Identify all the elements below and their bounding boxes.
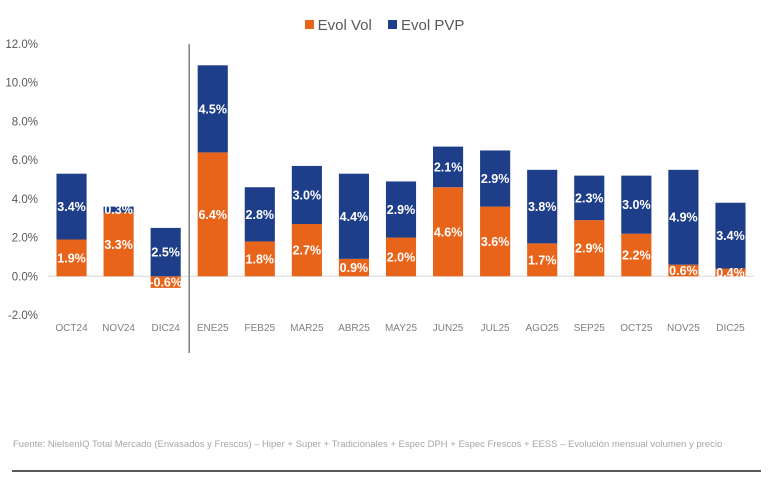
data-labels-group: 1.9% 3.4% 3.3% 0.3% -0.6% 2.5% 6.4% 4.5% 1.8% 2.8…	[57, 102, 744, 289]
x-tick-label-nov25: NOV25	[667, 323, 700, 334]
x-tick-label-dic24: DIC24	[151, 323, 180, 334]
x-axis: OCT24 NOV24 DIC24 ENE25 FEB25 MAR25 ABR25 MAY25…	[55, 323, 745, 334]
bars-group	[56, 65, 746, 288]
data-label-evol-vol-ene25: 6.4%	[198, 208, 227, 222]
bar-segment-evol-vol-jul25	[480, 206, 511, 277]
y-tick-label: 10.0%	[5, 78, 38, 90]
bar-segment-evol-pvp-dic25	[715, 202, 746, 269]
footer-divider	[12, 470, 761, 472]
x-tick-label-may25: MAY25	[385, 323, 417, 334]
data-label-evol-vol-feb25: 1.8%	[246, 252, 275, 266]
data-label-evol-pvp-dic24: 2.5%	[151, 246, 180, 260]
x-tick-label-oct25: OCT25	[620, 323, 653, 334]
data-label-evol-vol-nov24: 3.3%	[104, 238, 133, 252]
data-label-evol-pvp-ago25: 3.8%	[528, 200, 557, 214]
data-label-evol-pvp-oct24: 3.4%	[57, 200, 86, 214]
bar-segment-evol-pvp-may25	[385, 181, 417, 238]
bar-segment-evol-vol-oct24	[56, 239, 87, 277]
legend-item-evol-vol: Evol Vol	[304, 17, 372, 34]
x-tick-label-sep25: SEP25	[574, 323, 606, 334]
bar-segment-evol-vol-ago25	[527, 243, 558, 277]
legend-swatch-evol-pvp	[388, 20, 397, 29]
x-tick-label-jun25: JUN25	[433, 323, 464, 334]
legend-swatch-evol-vol	[304, 20, 314, 29]
bar-segment-evol-vol-dic24	[150, 276, 181, 288]
data-label-evol-vol-oct25: 2.2%	[622, 248, 651, 262]
y-tick-label: 2.0%	[12, 233, 38, 245]
y-tick-label: 12.0%	[5, 39, 38, 51]
x-tick-label-dic25: DIC25	[716, 323, 745, 334]
data-label-evol-pvp-oct25: 3.0%	[622, 198, 651, 212]
data-label-evol-vol-oct24: 1.9%	[57, 251, 86, 265]
bar-segment-evol-vol-nov24	[103, 212, 134, 277]
data-label-evol-vol-nov25: 0.6%	[669, 264, 698, 278]
data-label-evol-vol-may25: 2.0%	[387, 250, 416, 264]
x-tick-label-feb25: FEB25	[245, 323, 276, 334]
data-label-evol-pvp-abr25: 4.4%	[340, 210, 369, 224]
x-tick-label-mar25: MAR25	[290, 323, 324, 334]
data-label-evol-vol-jun25: 4.6%	[434, 225, 463, 239]
data-label-evol-vol-mar25: 2.7%	[293, 244, 322, 258]
data-label-evol-pvp-nov25: 4.9%	[669, 211, 698, 225]
data-label-evol-vol-dic24: -0.6%	[149, 276, 182, 290]
x-tick-label-abr25: ABR25	[338, 323, 370, 334]
bar-segment-evol-pvp-feb25	[244, 187, 275, 242]
bar-segment-evol-vol-dic25	[715, 268, 746, 277]
bar-segment-evol-pvp-dic24	[150, 227, 181, 277]
bar-segment-evol-pvp-oct25	[621, 175, 652, 234]
data-label-evol-pvp-may25: 2.9%	[387, 203, 416, 217]
x-tick-label-jul25: JUL25	[481, 323, 510, 334]
chart-legend: Evol Vol Evol PVP	[0, 17, 769, 34]
data-label-evol-pvp-nov24: 0.3%	[104, 203, 133, 217]
y-tick-label: 4.0%	[12, 194, 38, 206]
bar-segment-evol-vol-ene25	[197, 152, 228, 277]
data-label-evol-vol-abr25: 0.9%	[340, 261, 369, 275]
y-tick-label: 6.0%	[12, 155, 38, 167]
data-label-evol-pvp-jun25: 2.1%	[434, 160, 463, 174]
bar-segment-evol-vol-oct25	[621, 233, 652, 277]
data-label-evol-vol-jul25: 3.6%	[481, 235, 510, 249]
bar-segment-evol-vol-sep25	[574, 220, 605, 277]
legend-item-evol-pvp: Evol PVP	[388, 17, 464, 34]
bar-segment-evol-pvp-abr25	[338, 173, 369, 259]
bar-segment-evol-vol-jun25	[433, 187, 464, 277]
bar-segment-evol-pvp-jul25	[480, 150, 511, 207]
source-note: Fuente: NielsenIQ Total Mercado (Envasad…	[13, 439, 723, 450]
legend-label-evol-vol: Evol Vol	[317, 17, 372, 34]
bar-segment-evol-pvp-nov24	[103, 206, 134, 213]
bar-segment-evol-vol-mar25	[291, 224, 322, 277]
bar-segment-evol-pvp-nov25	[668, 169, 699, 265]
data-label-evol-pvp-jul25: 2.9%	[481, 172, 510, 186]
bar-segment-evol-vol-may25	[385, 237, 417, 277]
data-label-evol-vol-ago25: 1.7%	[528, 253, 557, 267]
x-tick-label-nov24: NOV24	[102, 323, 135, 334]
x-tick-label-ago25: AGO25	[526, 323, 560, 334]
bar-segment-evol-vol-nov25	[668, 264, 699, 277]
data-label-evol-pvp-dic25: 3.4%	[716, 229, 745, 243]
data-label-evol-vol-sep25: 2.9%	[575, 242, 604, 256]
data-label-evol-pvp-ene25: 4.5%	[198, 102, 227, 116]
x-tick-label-oct24: OCT24	[55, 323, 88, 334]
data-label-evol-pvp-mar25: 3.0%	[293, 188, 322, 202]
bar-segment-evol-vol-feb25	[244, 241, 275, 277]
bar-segment-evol-pvp-sep25	[574, 175, 605, 221]
bar-segment-evol-pvp-ene25	[197, 65, 228, 153]
bar-segment-evol-pvp-oct24	[56, 173, 87, 240]
legend-label-evol-pvp: Evol PVP	[401, 17, 465, 34]
y-axis: -2.0% 0.0% 2.0% 4.0% 6.0% 8.0% 10.0% 12.0%	[5, 39, 38, 322]
bar-segment-evol-vol-abr25	[338, 258, 369, 277]
bar-segment-evol-pvp-ago25	[527, 169, 558, 244]
y-tick-label: -2.0%	[8, 310, 38, 322]
bar-segment-evol-pvp-mar25	[291, 165, 322, 225]
y-tick-label: 0.0%	[12, 271, 38, 283]
data-label-evol-pvp-sep25: 2.3%	[575, 191, 604, 205]
y-tick-label: 8.0%	[12, 116, 38, 128]
data-label-evol-vol-dic25: 0.4%	[716, 266, 745, 280]
x-tick-label-ene25: ENE25	[197, 323, 229, 334]
bar-segment-evol-pvp-jun25	[433, 146, 464, 188]
data-label-evol-pvp-feb25: 2.8%	[246, 208, 275, 222]
